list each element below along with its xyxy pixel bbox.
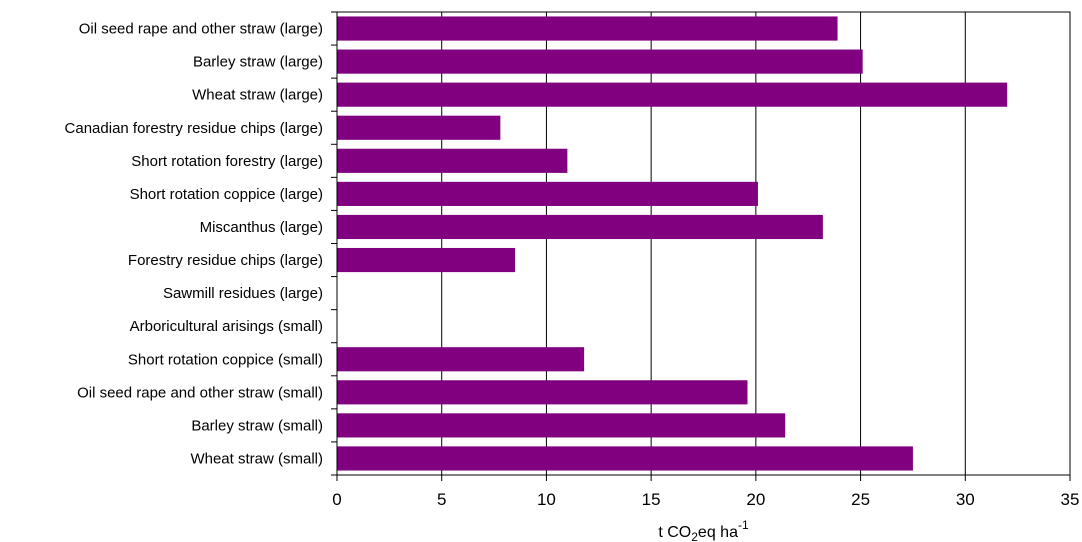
x-tick-label: 30 — [956, 490, 975, 509]
x-tick-label: 15 — [642, 490, 661, 509]
category-label: Short rotation coppice (large) — [130, 186, 323, 203]
bar — [337, 49, 863, 74]
category-label: Sawmill residues (large) — [163, 285, 323, 302]
x-tick-label: 0 — [332, 490, 341, 509]
x-tick-label: 25 — [851, 490, 870, 509]
bar — [337, 247, 516, 273]
category-label: Arboricultural arisings (small) — [130, 318, 323, 335]
category-label: Forestry residue chips (large) — [128, 252, 323, 269]
bar — [337, 148, 568, 173]
bar — [337, 115, 501, 140]
bar — [337, 446, 913, 471]
x-tick-label: 10 — [537, 490, 556, 509]
plot-area — [337, 12, 1070, 475]
category-label: Barley straw (small) — [191, 417, 323, 434]
category-label: Barley straw (large) — [193, 54, 323, 71]
category-label: Wheat straw (small) — [190, 450, 323, 467]
axes — [331, 11, 1071, 481]
category-label: Oil seed rape and other straw (large) — [79, 21, 323, 38]
bars — [337, 16, 1008, 471]
bar — [337, 82, 1008, 107]
bar — [337, 347, 585, 372]
x-tick-label: 20 — [746, 490, 765, 509]
category-label: Miscanthus (large) — [200, 219, 323, 236]
x-tick-label: 5 — [437, 490, 446, 509]
x-tick-labels: 0 5 10 15 20 25 30 35 — [332, 490, 1079, 509]
x-tick-label: 35 — [1061, 490, 1080, 509]
category-label: Wheat straw (large) — [192, 87, 323, 104]
category-label: Short rotation forestry (large) — [131, 153, 323, 170]
bar — [337, 413, 786, 438]
bar — [337, 380, 748, 405]
bar — [337, 16, 838, 41]
x-axis-title: t CO2eq ha-1 — [658, 518, 749, 542]
category-label: Short rotation coppice (small) — [128, 351, 323, 368]
category-label: Oil seed rape and other straw (small) — [77, 384, 323, 401]
category-label: Canadian forestry residue chips (large) — [65, 120, 323, 137]
bar — [337, 181, 758, 206]
category-labels: Oil seed rape and other straw (large) Bar… — [65, 21, 323, 468]
bar — [337, 214, 823, 240]
